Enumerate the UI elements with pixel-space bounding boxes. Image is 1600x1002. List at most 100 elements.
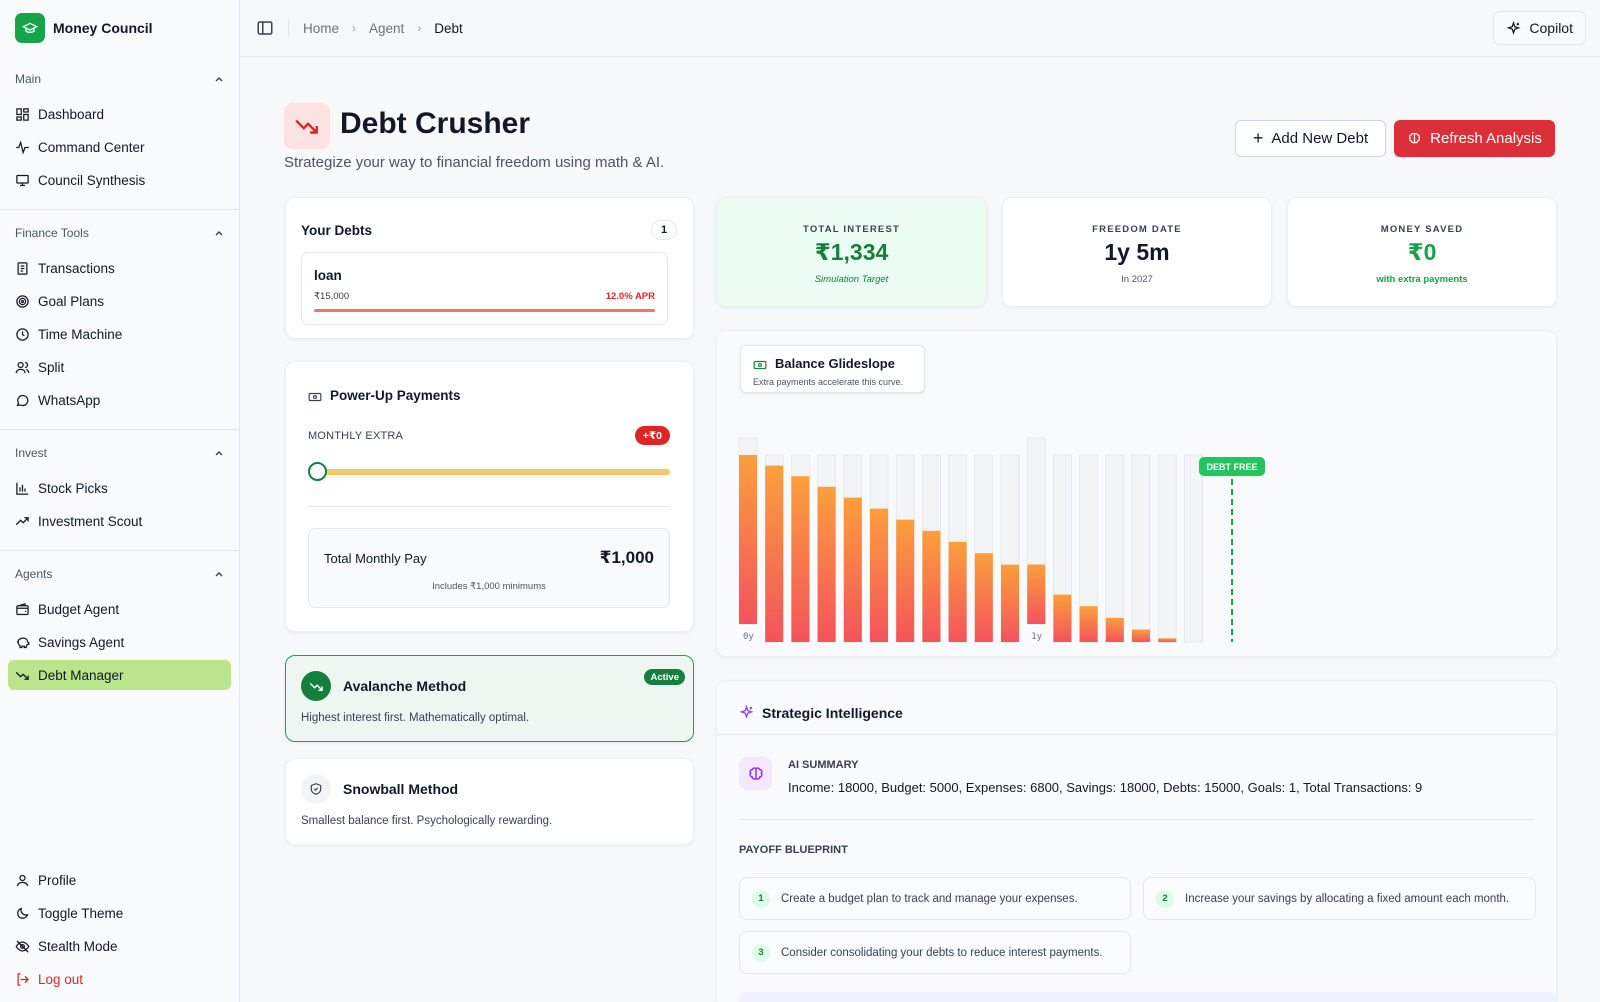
- sidebar-item-stealth-mode[interactable]: Stealth Mode: [8, 931, 231, 961]
- chart-bar[interactable]: [1079, 606, 1098, 642]
- chevron-up-icon: [215, 572, 223, 577]
- breadcrumb-agent[interactable]: Agent: [369, 20, 405, 36]
- sidebar-item-label: Goal Plans: [38, 293, 105, 309]
- users-icon: [15, 361, 30, 373]
- sidebar-bottom: Profile Toggle Theme Stealth Mode Log ou…: [0, 862, 239, 994]
- sidebar-toggle-icon[interactable]: [256, 19, 274, 37]
- activity-icon: [16, 139, 29, 155]
- total-monthly-pay-value: ₹1,000: [599, 548, 654, 567]
- chart-bar[interactable]: [843, 497, 862, 642]
- avalanche-description: Highest interest first. Mathematically o…: [301, 712, 530, 724]
- sidebar-item-goal-plans[interactable]: Goal Plans: [8, 286, 231, 316]
- debt-name: loan: [314, 268, 342, 283]
- page-subtitle: Strategize your way to financial freedom…: [284, 154, 665, 171]
- receipt-icon: [17, 261, 28, 275]
- breadcrumb-home[interactable]: Home: [303, 20, 340, 36]
- chart-icon: [16, 482, 29, 495]
- trending-down-icon: [15, 671, 29, 680]
- sidebar-item-whatsapp[interactable]: WhatsApp: [8, 385, 231, 415]
- wallet-icon: [16, 602, 29, 615]
- sidebar-item-command-center[interactable]: Command Center: [8, 132, 231, 162]
- ai-summary-text: Income: 18000, Budget: 5000, Expenses: 6…: [788, 780, 1423, 795]
- stat-note: Simulation Target: [814, 274, 889, 285]
- chart-bar[interactable]: [1001, 564, 1019, 642]
- chart-bar[interactable]: [974, 553, 993, 642]
- sidebar-item-label: Profile: [38, 872, 77, 888]
- sidebar-item-dashboard[interactable]: Dashboard: [8, 99, 231, 129]
- sidebar-item-label: Command Center: [38, 139, 145, 155]
- chart-canvas: 0y 1y DEBT FREE: [738, 437, 1265, 643]
- debt-free-badge: [1199, 457, 1265, 476]
- sidebar-item-log-out[interactable]: Log out: [8, 964, 231, 994]
- trending-up-icon: [15, 516, 29, 525]
- chart-bar-track: [1105, 454, 1125, 643]
- slider-thumb[interactable]: [308, 462, 327, 481]
- top-bar: Home › Agent › Debt Copilot: [240, 0, 1600, 57]
- group-header-main[interactable]: Main: [8, 62, 231, 96]
- eye-off-icon: [15, 939, 30, 953]
- chart-bar[interactable]: [922, 530, 941, 642]
- chart-bar[interactable]: [817, 486, 836, 642]
- refresh-analysis-button[interactable]: Refresh Analysis: [1394, 120, 1555, 157]
- chart-bar[interactable]: [791, 476, 810, 642]
- chart-bar[interactable]: [1132, 629, 1150, 642]
- divider: [288, 19, 289, 37]
- sidebar-item-savings-agent[interactable]: Savings Agent: [8, 627, 231, 657]
- step-number: 1: [752, 889, 770, 908]
- stat-value: ₹0: [1407, 239, 1437, 265]
- refresh-analysis-label: Refresh Analysis: [1430, 130, 1542, 147]
- add-new-debt-label: Add New Debt: [1271, 130, 1369, 147]
- sidebar-item-time-machine[interactable]: Time Machine: [8, 319, 231, 349]
- chart-bar[interactable]: [896, 519, 915, 642]
- chart-bar[interactable]: [1053, 594, 1072, 642]
- blueprint-step: 3 Consider consolidating your debts to r…: [739, 931, 1131, 974]
- sidebar-item-split[interactable]: Split: [8, 352, 231, 382]
- copilot-label: Copilot: [1529, 20, 1573, 36]
- debt-free-label: DEBT FREE: [1206, 462, 1257, 472]
- stat-value: ₹1,334: [814, 239, 889, 265]
- sidebar-item-investment-scout[interactable]: Investment Scout: [8, 506, 231, 536]
- chart-bar[interactable]: [1158, 638, 1177, 642]
- blueprint-step: 1 Create a budget plan to track and mana…: [739, 877, 1131, 920]
- sidebar-item-profile[interactable]: Profile: [8, 865, 231, 895]
- sidebar-item-label: Debt Manager: [38, 667, 124, 683]
- stat-label: MONEY SAVED: [1380, 224, 1464, 235]
- sidebar-item-toggle-theme[interactable]: Toggle Theme: [8, 898, 231, 928]
- group-header-agents[interactable]: Agents: [8, 557, 231, 591]
- chart-bar[interactable]: [1105, 617, 1124, 642]
- chart-bar[interactable]: [948, 541, 967, 642]
- avalanche-method-card[interactable]: Avalanche Method Highest interest first.…: [285, 655, 694, 742]
- your-debts-card: Your Debts 1 loan ₹15,000 12.0% APR: [285, 197, 694, 339]
- copilot-button[interactable]: Copilot: [1493, 11, 1586, 45]
- chart-bar[interactable]: [739, 455, 757, 624]
- sidebar-item-budget-agent[interactable]: Budget Agent: [8, 594, 231, 624]
- group-header-invest[interactable]: Invest: [8, 436, 231, 470]
- trending-down-icon: [301, 671, 331, 701]
- target-icon: [16, 294, 29, 308]
- sidebar-item-debt-manager[interactable]: Debt Manager: [8, 660, 231, 690]
- chart-bar[interactable]: [1027, 564, 1046, 624]
- chart-bar-track: [1157, 454, 1177, 643]
- sidebar-item-council-synthesis[interactable]: Council Synthesis: [8, 165, 231, 195]
- power-up-title: Power-Up Payments: [330, 388, 461, 403]
- chart-tick-label: 1y: [1031, 632, 1042, 642]
- log-out-icon: [17, 972, 30, 986]
- total-monthly-pay-label: Total Monthly Pay: [324, 551, 427, 566]
- nav-group-invest: Invest Stock Picks Investment Scout: [0, 430, 239, 551]
- chart-bar[interactable]: [765, 465, 784, 642]
- sidebar-item-stock-picks[interactable]: Stock Picks: [8, 473, 231, 503]
- debt-item[interactable]: loan ₹15,000 12.0% APR: [301, 252, 668, 325]
- monitor-icon: [16, 174, 29, 186]
- monthly-extra-slider[interactable]: [314, 469, 670, 475]
- group-header-finance-tools[interactable]: Finance Tools: [8, 216, 231, 250]
- brand[interactable]: Money Council: [0, 0, 239, 56]
- page-title: Debt Crusher: [340, 107, 531, 140]
- chart-bar[interactable]: [870, 508, 888, 642]
- add-new-debt-button[interactable]: + Add New Debt: [1235, 120, 1386, 157]
- sidebar-item-transactions[interactable]: Transactions: [8, 253, 231, 283]
- sparkles-icon: [739, 705, 754, 719]
- snowball-method-card[interactable]: Snowball Method Smallest balance first. …: [285, 758, 694, 845]
- group-label: Agents: [15, 567, 53, 581]
- brand-name: Money Council: [53, 20, 153, 36]
- sidebar-item-label: Council Synthesis: [38, 172, 146, 188]
